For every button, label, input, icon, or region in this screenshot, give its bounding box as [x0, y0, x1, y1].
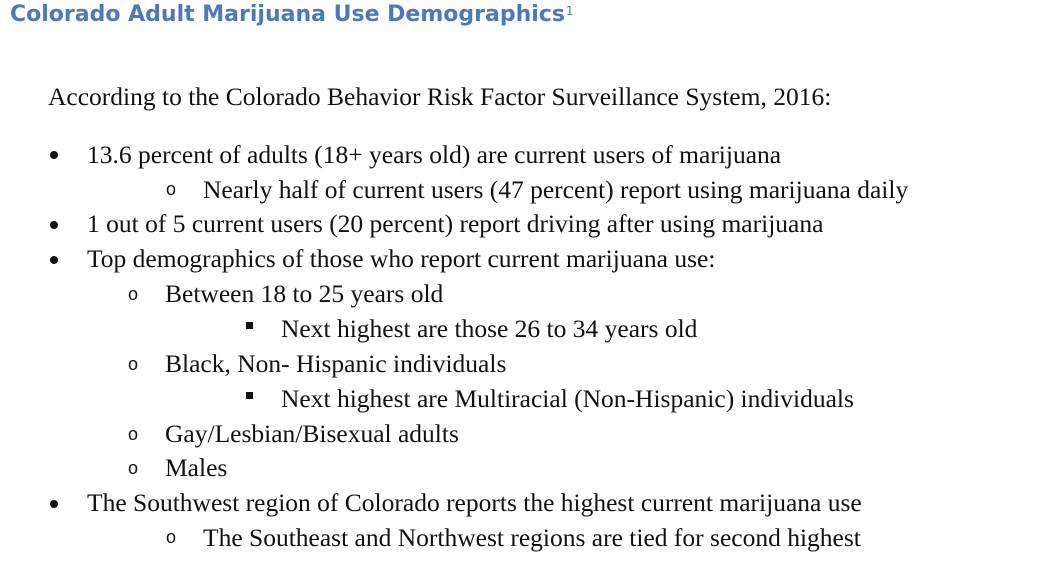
bullet-circle-icon: o [128, 458, 139, 478]
list-item: The Southeast and Northwest regions are … [203, 523, 861, 552]
bullet-disc-icon [50, 221, 58, 229]
list-item: Nearly half of current users (47 percent… [203, 175, 909, 204]
bullet-disc-icon [50, 500, 58, 508]
list-item: Next highest are Multiracial (Non-Hispan… [281, 384, 854, 413]
list-item: 13.6 percent of adults (18+ years old) a… [87, 140, 782, 169]
bullet-circle-icon: o [166, 179, 177, 199]
list-item: Next highest are those 26 to 34 years ol… [281, 314, 698, 343]
bullet-circle-icon: o [166, 527, 177, 547]
list-item: The Southwest region of Colorado reports… [87, 488, 862, 517]
bullet-circle-icon: o [128, 424, 139, 444]
list-item: Gay/Lesbian/Bisexual adults [165, 419, 459, 448]
bullet-square-icon [246, 392, 253, 399]
bullet-circle-icon: o [128, 354, 139, 374]
list-item: Between 18 to 25 years old [165, 279, 444, 308]
list-item: Top demographics of those who report cur… [87, 244, 716, 273]
intro-text: According to the Colorado Behavior Risk … [48, 82, 832, 111]
list-item: 1 out of 5 current users (20 percent) re… [87, 209, 824, 238]
footnote-marker: 1 [565, 4, 574, 18]
list-item: Black, Non- Hispanic individuals [165, 349, 507, 378]
page-title: Colorado Adult Marijuana Use Demographic… [10, 2, 574, 27]
bullet-disc-icon [50, 151, 58, 159]
list-item: Males [165, 453, 228, 482]
bullet-square-icon [246, 322, 253, 329]
bullet-circle-icon: o [128, 284, 139, 304]
bullet-disc-icon [50, 256, 58, 264]
page-title-text: Colorado Adult Marijuana Use Demographic… [10, 2, 565, 27]
